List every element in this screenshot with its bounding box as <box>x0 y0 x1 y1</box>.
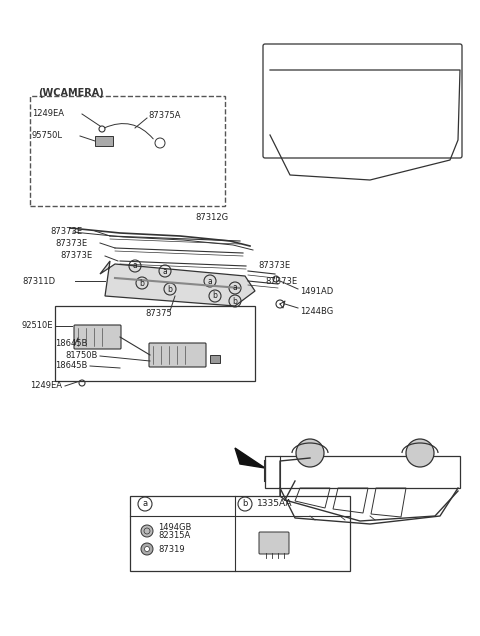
Text: 18645B: 18645B <box>55 340 87 349</box>
Text: 1491AD: 1491AD <box>300 286 333 296</box>
Text: 87375: 87375 <box>145 310 172 319</box>
Text: 87373E: 87373E <box>50 226 82 235</box>
Text: a: a <box>233 284 238 293</box>
Text: a: a <box>163 266 168 275</box>
Circle shape <box>406 439 434 467</box>
Text: a: a <box>143 499 147 509</box>
Text: b: b <box>213 291 217 300</box>
Text: 1244BG: 1244BG <box>300 307 333 315</box>
Text: 87375A: 87375A <box>148 111 180 120</box>
Text: b: b <box>242 499 248 509</box>
Text: 82315A: 82315A <box>158 530 190 539</box>
Circle shape <box>141 543 153 555</box>
FancyBboxPatch shape <box>149 343 206 367</box>
Text: 1335AA: 1335AA <box>257 499 292 509</box>
Text: 92510E: 92510E <box>22 322 53 331</box>
Circle shape <box>141 525 153 537</box>
Text: b: b <box>140 279 144 287</box>
Circle shape <box>296 439 324 467</box>
Text: (WCAMERA): (WCAMERA) <box>38 88 104 98</box>
Bar <box>210 355 220 363</box>
Text: 87373E: 87373E <box>258 261 290 270</box>
Bar <box>55 306 255 381</box>
Text: 1249EA: 1249EA <box>30 382 62 391</box>
Text: a: a <box>132 261 137 270</box>
Text: 87373E: 87373E <box>265 277 297 286</box>
Bar <box>95 136 113 146</box>
Text: b: b <box>168 284 172 293</box>
Text: 87373E: 87373E <box>60 251 92 261</box>
Text: 87319: 87319 <box>158 544 185 553</box>
Text: 1494GB: 1494GB <box>158 523 192 532</box>
Text: 1249EA: 1249EA <box>32 109 64 118</box>
Text: 87373E: 87373E <box>55 238 87 247</box>
Text: 81750B: 81750B <box>65 352 97 361</box>
FancyBboxPatch shape <box>259 532 289 554</box>
Polygon shape <box>235 448 265 468</box>
Text: 87311D: 87311D <box>22 277 55 286</box>
Text: 18645B: 18645B <box>55 361 87 371</box>
Text: b: b <box>233 296 238 305</box>
FancyBboxPatch shape <box>74 325 121 349</box>
Bar <box>130 496 350 571</box>
Text: 87312G: 87312G <box>195 214 228 223</box>
Text: 95750L: 95750L <box>32 132 63 141</box>
Circle shape <box>144 546 149 551</box>
Text: a: a <box>208 277 212 286</box>
Polygon shape <box>100 261 255 306</box>
